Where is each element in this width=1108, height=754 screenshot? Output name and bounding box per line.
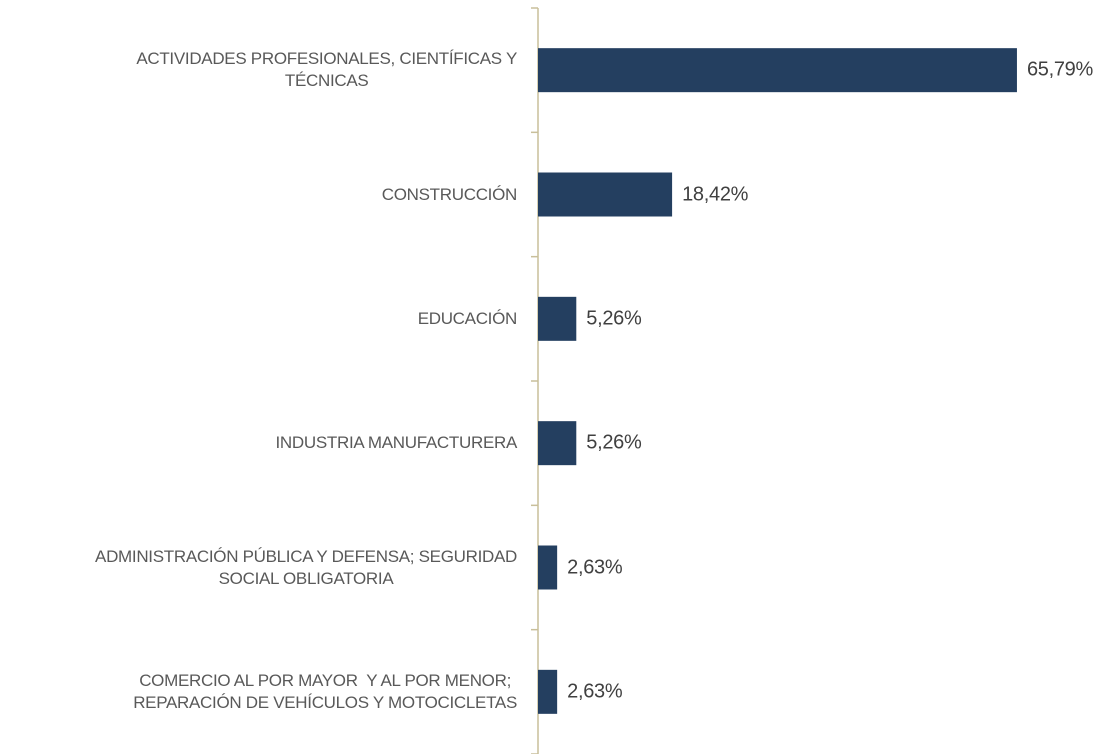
bar xyxy=(538,669,558,714)
bar xyxy=(538,172,673,217)
category-label: CONSTRUCCIÓN xyxy=(381,184,518,204)
bar xyxy=(538,48,1017,93)
bar xyxy=(538,421,577,466)
bar xyxy=(538,545,558,590)
category-label: INDUSTRIA MANUFACTURERA xyxy=(275,433,517,453)
value-label: 65,79% xyxy=(1026,58,1093,81)
value-label: 2,63% xyxy=(567,680,623,703)
value-label: 5,26% xyxy=(586,307,642,330)
bar xyxy=(538,296,577,341)
category-label: EDUCACIÓN xyxy=(417,308,518,328)
category-label: COMERCIO AL POR MAYOR Y AL POR MENOR; RE… xyxy=(133,670,517,712)
value-label: 18,42% xyxy=(682,183,749,205)
category-label: ACTIVIDADES PROFESIONALES, CIENTÍFICAS Y… xyxy=(136,49,517,91)
value-label: 5,26% xyxy=(586,431,642,454)
value-label: 2,63% xyxy=(567,556,623,578)
category-label: ADMINISTRACIÓN PÚBLICA Y DEFENSA; SEGURI… xyxy=(95,546,517,588)
